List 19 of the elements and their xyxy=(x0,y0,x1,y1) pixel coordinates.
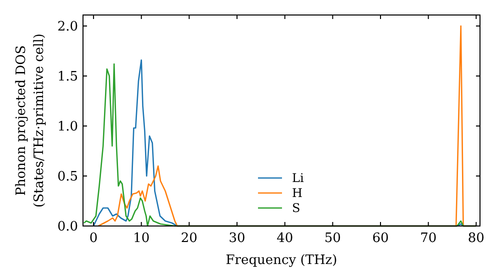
legend-label: H xyxy=(292,186,302,200)
y-tick-label: 2.0 xyxy=(57,20,78,34)
x-tick-label: 50 xyxy=(324,231,341,246)
y-tick-label: 0.0 xyxy=(57,220,78,234)
y-tick-label: 1.5 xyxy=(57,70,78,84)
x-tick-label: 40 xyxy=(276,231,294,246)
x-axis-title: Frequency (THz) xyxy=(226,253,338,268)
y-tick-label: 0.5 xyxy=(57,170,78,184)
x-tick-label: 30 xyxy=(228,231,246,246)
legend-label: S xyxy=(292,201,300,215)
x-tick-label: 0 xyxy=(89,231,98,246)
x-tick-label: 70 xyxy=(420,231,437,246)
x-tick-label: 60 xyxy=(372,231,389,246)
x-tick-label: 20 xyxy=(180,231,198,246)
y-tick-label: 1.0 xyxy=(57,120,78,134)
y-axis-title: Phonon projected DOS (States/THz·primitive cell) xyxy=(14,33,47,208)
legend-label: Li xyxy=(292,171,304,185)
x-tick-label: 80 xyxy=(468,231,484,246)
x-tick-label: 10 xyxy=(133,231,150,246)
